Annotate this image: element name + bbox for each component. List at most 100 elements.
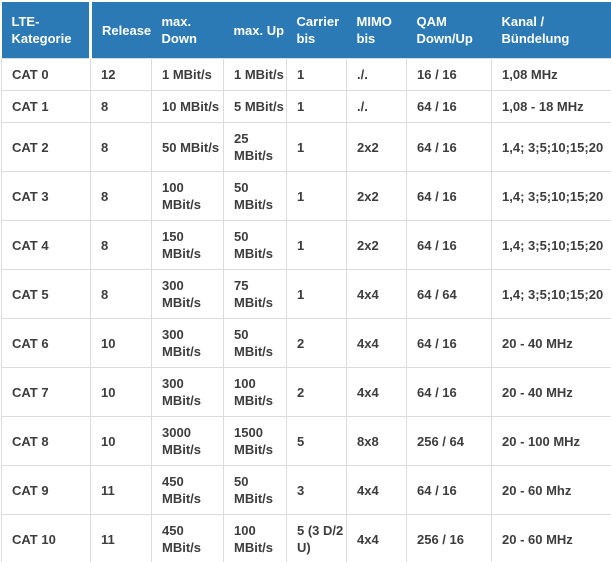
- cell-max-down: 3000 MBit/s: [151, 416, 224, 466]
- column-header-kanal-buendelung: Kanal / Bündelung: [491, 2, 611, 59]
- table-row: CAT 8 10 3000 MBit/s 1500 MBit/s 5 8x8 256 / 6…: [1, 416, 611, 466]
- cell-max-down: 300 MBit/s: [151, 269, 224, 319]
- table-row: CAT 7 10 300 MBit/s 100 MBit/s 2 4x4 64 / 16 20…: [1, 367, 611, 417]
- cell-release: 10: [90, 367, 152, 417]
- cell-kanal-buendelung: 20 - 60 Mhz: [491, 465, 611, 515]
- cell-max-down: 300 MBit/s: [151, 318, 224, 368]
- cell-release: 10: [90, 318, 152, 368]
- cell-kanal-buendelung: 20 - 100 MHz: [491, 416, 611, 466]
- cell-max-up: 50 MBit/s: [223, 318, 287, 368]
- cell-max-down: 450 MBit/s: [151, 514, 224, 562]
- cell-max-up: 5 MBit/s: [223, 90, 287, 123]
- cell-max-up: 75 MBit/s: [223, 269, 287, 319]
- cell-mimo-bis: ./.: [346, 90, 407, 123]
- cell-release: 10: [90, 416, 152, 466]
- cell-lte-kategorie: CAT 10: [1, 514, 91, 562]
- column-header-release: Release: [90, 2, 152, 59]
- table-body: CAT 0 12 1 MBit/s 1 MBit/s 1 ./. 16 / 16 1,08 M…: [1, 58, 611, 562]
- cell-lte-kategorie: CAT 6: [1, 318, 91, 368]
- column-header-mimo-bis: MIMO bis: [346, 2, 407, 59]
- cell-qam-down-up: 256 / 64: [406, 416, 492, 466]
- cell-carrier-bis: 3: [286, 465, 347, 515]
- cell-lte-kategorie: CAT 4: [1, 220, 91, 270]
- column-header-qam-down-up: QAM Down/Up: [406, 2, 492, 59]
- cell-max-up: 1500 MBit/s: [223, 416, 287, 466]
- column-header-max-up: max. Up: [223, 2, 287, 59]
- cell-max-up: 100 MBit/s: [223, 367, 287, 417]
- cell-qam-down-up: 64 / 16: [406, 367, 492, 417]
- cell-carrier-bis: 1: [286, 220, 347, 270]
- cell-max-up: 50 MBit/s: [223, 220, 287, 270]
- cell-carrier-bis: 1: [286, 90, 347, 123]
- cell-max-up: 1 MBit/s: [223, 58, 287, 91]
- cell-mimo-bis: 4x4: [346, 367, 407, 417]
- cell-carrier-bis: 2: [286, 367, 347, 417]
- cell-lte-kategorie: CAT 0: [1, 58, 91, 91]
- cell-max-down: 150 MBit/s: [151, 220, 224, 270]
- table-row: CAT 10 11 450 MBit/s 100 MBit/s 5 (3 D/2 U) 4…: [1, 514, 611, 562]
- table-row: CAT 6 10 300 MBit/s 50 MBit/s 2 4x4 64 / 16 20 …: [1, 318, 611, 368]
- cell-max-down: 50 MBit/s: [151, 122, 224, 172]
- column-header-lte-kategorie: LTE- Kategorie: [1, 2, 92, 59]
- cell-max-up: 50 MBit/s: [223, 465, 287, 515]
- cell-carrier-bis: 1: [286, 58, 347, 91]
- cell-carrier-bis: 1: [286, 269, 347, 319]
- cell-qam-down-up: 64 / 16: [406, 318, 492, 368]
- cell-mimo-bis: 4x4: [346, 269, 407, 319]
- column-header-carrier-bis: Carrier bis: [286, 2, 347, 59]
- cell-release: 8: [90, 269, 152, 319]
- cell-mimo-bis: 2x2: [346, 122, 407, 172]
- cell-mimo-bis: 4x4: [346, 514, 407, 562]
- cell-lte-kategorie: CAT 2: [1, 122, 91, 172]
- cell-mimo-bis: ./.: [346, 58, 407, 91]
- cell-release: 8: [90, 90, 152, 123]
- cell-carrier-bis: 5 (3 D/2 U): [286, 514, 347, 562]
- cell-kanal-buendelung: 20 - 60 MHz: [491, 514, 611, 562]
- cell-max-down: 1 MBit/s: [151, 58, 224, 91]
- table-row: CAT 1 8 10 MBit/s 5 MBit/s 1 ./. 64 / 16 1,08 -…: [1, 90, 611, 123]
- cell-carrier-bis: 2: [286, 318, 347, 368]
- cell-max-down: 450 MBit/s: [151, 465, 224, 515]
- table-row: CAT 0 12 1 MBit/s 1 MBit/s 1 ./. 16 / 16 1,08 M…: [1, 58, 611, 91]
- cell-lte-kategorie: CAT 8: [1, 416, 91, 466]
- cell-lte-kategorie: CAT 5: [1, 269, 91, 319]
- cell-release: 8: [90, 171, 152, 221]
- cell-qam-down-up: 64 / 16: [406, 122, 492, 172]
- cell-kanal-buendelung: 1,4; 3;5;10;15;20: [491, 171, 611, 221]
- cell-kanal-buendelung: 1,08 - 18 MHz: [491, 90, 611, 123]
- cell-kanal-buendelung: 20 - 40 MHz: [491, 367, 611, 417]
- cell-lte-kategorie: CAT 1: [1, 90, 91, 123]
- table-row: CAT 2 8 50 MBit/s 25 MBit/s 1 2x2 64 / 16 1,4; …: [1, 122, 611, 172]
- cell-max-down: 100 MBit/s: [151, 171, 224, 221]
- cell-max-down: 300 MBit/s: [151, 367, 224, 417]
- cell-kanal-buendelung: 1,4; 3;5;10;15;20: [491, 220, 611, 270]
- table-row: CAT 3 8 100 MBit/s 50 MBit/s 1 2x2 64 / 16 1,4;…: [1, 171, 611, 221]
- cell-release: 11: [90, 514, 152, 562]
- cell-qam-down-up: 64 / 16: [406, 465, 492, 515]
- column-header-max-down: max. Down: [151, 2, 224, 59]
- cell-qam-down-up: 64 / 64: [406, 269, 492, 319]
- cell-mimo-bis: 4x4: [346, 465, 407, 515]
- cell-max-up: 100 MBit/s: [223, 514, 287, 562]
- cell-carrier-bis: 5: [286, 416, 347, 466]
- cell-lte-kategorie: CAT 9: [1, 465, 91, 515]
- cell-mimo-bis: 4x4: [346, 318, 407, 368]
- table-row: CAT 4 8 150 MBit/s 50 MBit/s 1 2x2 64 / 16 1,4;…: [1, 220, 611, 270]
- cell-release: 11: [90, 465, 152, 515]
- cell-carrier-bis: 1: [286, 122, 347, 172]
- header-row: LTE- Kategorie Release max. Down max. Up…: [1, 2, 611, 59]
- cell-lte-kategorie: CAT 3: [1, 171, 91, 221]
- cell-kanal-buendelung: 1,4; 3;5;10;15;20: [491, 122, 611, 172]
- cell-release: 8: [90, 122, 152, 172]
- cell-mimo-bis: 2x2: [346, 171, 407, 221]
- cell-release: 8: [90, 220, 152, 270]
- table-row: CAT 5 8 300 MBit/s 75 MBit/s 1 4x4 64 / 64 1,4;…: [1, 269, 611, 319]
- cell-max-up: 50 MBit/s: [223, 171, 287, 221]
- cell-release: 12: [90, 58, 152, 91]
- cell-qam-down-up: 64 / 16: [406, 220, 492, 270]
- cell-kanal-buendelung: 1,08 MHz: [491, 58, 611, 91]
- cell-max-down: 10 MBit/s: [151, 90, 224, 123]
- cell-kanal-buendelung: 1,4; 3;5;10;15;20: [491, 269, 611, 319]
